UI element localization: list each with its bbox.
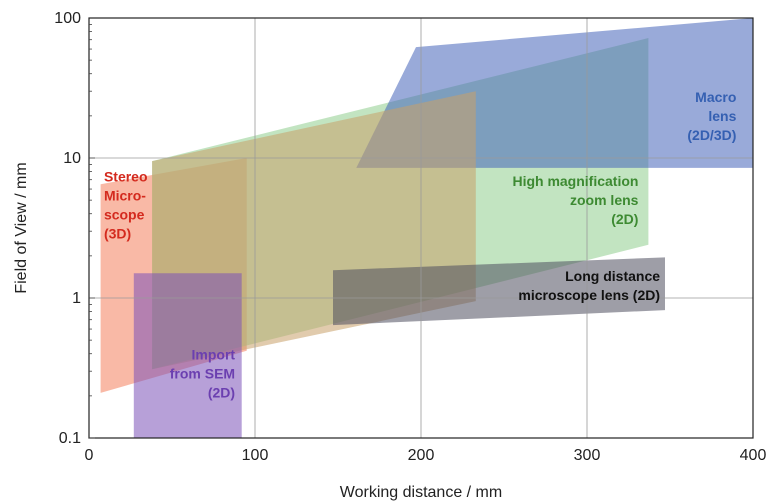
y-tick-label: 10	[63, 150, 81, 167]
region-label-zoom: High magnification	[512, 173, 638, 189]
region-long-distance	[333, 257, 665, 326]
y-axis-label: Field of View / mm	[13, 162, 30, 293]
x-tick-label: 200	[408, 447, 435, 464]
x-tick-label: 0	[85, 447, 94, 464]
x-tick-label: 100	[242, 447, 269, 464]
chart-grid	[89, 18, 753, 438]
region-label-stereo: Micro-	[104, 188, 146, 204]
y-minor-ticks	[89, 24, 95, 439]
region-label-long-distance: Long distance	[565, 268, 660, 284]
region-label-sem: (2D)	[208, 384, 235, 400]
plot-frame	[88, 17, 754, 439]
region-label-macro: lens	[708, 108, 736, 124]
region-label-macro: (2D/3D)	[687, 127, 736, 143]
x-axis-label: Working distance / mm	[340, 484, 502, 501]
region-label-stereo: Stereo	[104, 169, 148, 185]
region-label-sem: from SEM	[170, 365, 235, 381]
region-label-zoom: zoom lens	[570, 192, 639, 208]
y-tick-label: 0.1	[59, 430, 81, 447]
region-sem	[133, 273, 242, 438]
x-tick-labels: 0 100 200 300 400	[85, 447, 767, 464]
region-label-sem: Import	[192, 346, 236, 362]
chart-regions	[100, 18, 753, 438]
region-labels: Stereo Micro-scope (3D) High magnification z…	[104, 89, 737, 400]
x-tick-label: 400	[740, 447, 767, 464]
region-label-macro: Macro	[695, 89, 736, 105]
region-label-stereo: (3D)	[104, 226, 131, 242]
y-tick-label: 1	[72, 290, 81, 307]
region-label-stereo: scope	[104, 207, 145, 223]
y-tick-labels: 0.1 1 10 100	[54, 10, 81, 447]
region-label-long-distance: microscope lens (2D)	[518, 287, 660, 303]
x-tick-label: 300	[574, 447, 601, 464]
region-label-zoom: (2D)	[611, 211, 638, 227]
y-tick-label: 100	[54, 10, 81, 27]
